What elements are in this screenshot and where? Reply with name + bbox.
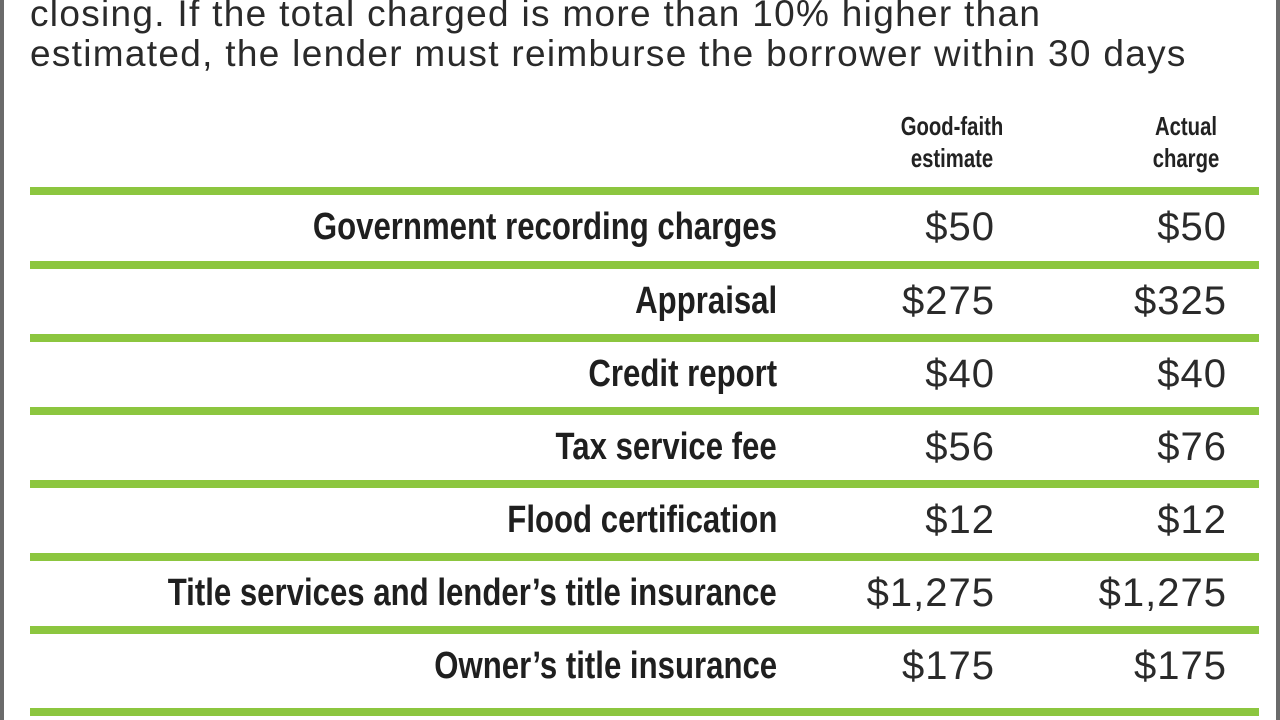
actual-value: $12: [1157, 498, 1227, 542]
column-header-actual-line-2: charge: [1152, 143, 1220, 173]
column-header-estimate-line-1: Good-faith: [900, 111, 1004, 141]
table-row-flood-certification: Flood certification $12 $12: [30, 488, 1259, 552]
row-label: Credit report: [588, 353, 777, 395]
table-row-appraisal: Appraisal $275 $325: [30, 269, 1259, 333]
actual-value: $40: [1157, 352, 1227, 396]
estimate-value: $40: [925, 352, 995, 396]
row-divider: [30, 407, 1259, 415]
table-row-tax-service-fee: Tax service fee $56 $76: [30, 415, 1259, 479]
actual-value: $76: [1157, 425, 1227, 469]
intro-text: closing. If the total charged is more th…: [30, 0, 1260, 74]
estimate-value: $12: [925, 498, 995, 542]
estimate-value: $50: [925, 205, 995, 249]
column-header-estimate-line-2: estimate: [910, 143, 994, 173]
table-row-government-recording: Government recording charges $50 $50: [30, 195, 1259, 259]
actual-value: $175: [1134, 644, 1227, 688]
row-label: Government recording charges: [312, 206, 777, 248]
row-divider: [30, 626, 1259, 634]
row-divider: [30, 708, 1259, 716]
table-row-title-services: Title services and lender’s title insura…: [30, 561, 1259, 625]
row-divider: [30, 480, 1259, 488]
estimate-value: $1,275: [866, 571, 995, 615]
actual-value: $325: [1134, 279, 1227, 323]
row-divider: [30, 187, 1259, 195]
table-row-owners-title-insurance: Owner’s title insurance $175 $175: [30, 634, 1259, 698]
estimate-value: $56: [925, 425, 995, 469]
row-divider: [30, 553, 1259, 561]
estimate-value: $175: [902, 644, 995, 688]
column-header-actual-line-1: Actual: [1155, 111, 1217, 141]
row-label: Owner’s title insurance: [434, 645, 777, 687]
row-label: Title services and lender’s title insura…: [167, 572, 777, 614]
actual-value: $1,275: [1098, 571, 1227, 615]
actual-value: $50: [1157, 205, 1227, 249]
column-header-actual: Actual charge: [1100, 110, 1272, 174]
table-row-credit-report: Credit report $40 $40: [30, 342, 1259, 406]
row-divider: [30, 261, 1259, 269]
row-label: Appraisal: [634, 280, 777, 322]
row-label: Tax service fee: [555, 426, 777, 468]
row-divider: [30, 334, 1259, 342]
row-label: Flood certification: [506, 499, 777, 541]
estimate-value: $275: [902, 279, 995, 323]
intro-line-1: closing. If the total charged is more th…: [30, 0, 1042, 34]
column-header-estimate: Good-faith estimate: [866, 110, 1038, 174]
intro-line-2: estimated, the lender must reimburse the…: [30, 33, 1187, 74]
